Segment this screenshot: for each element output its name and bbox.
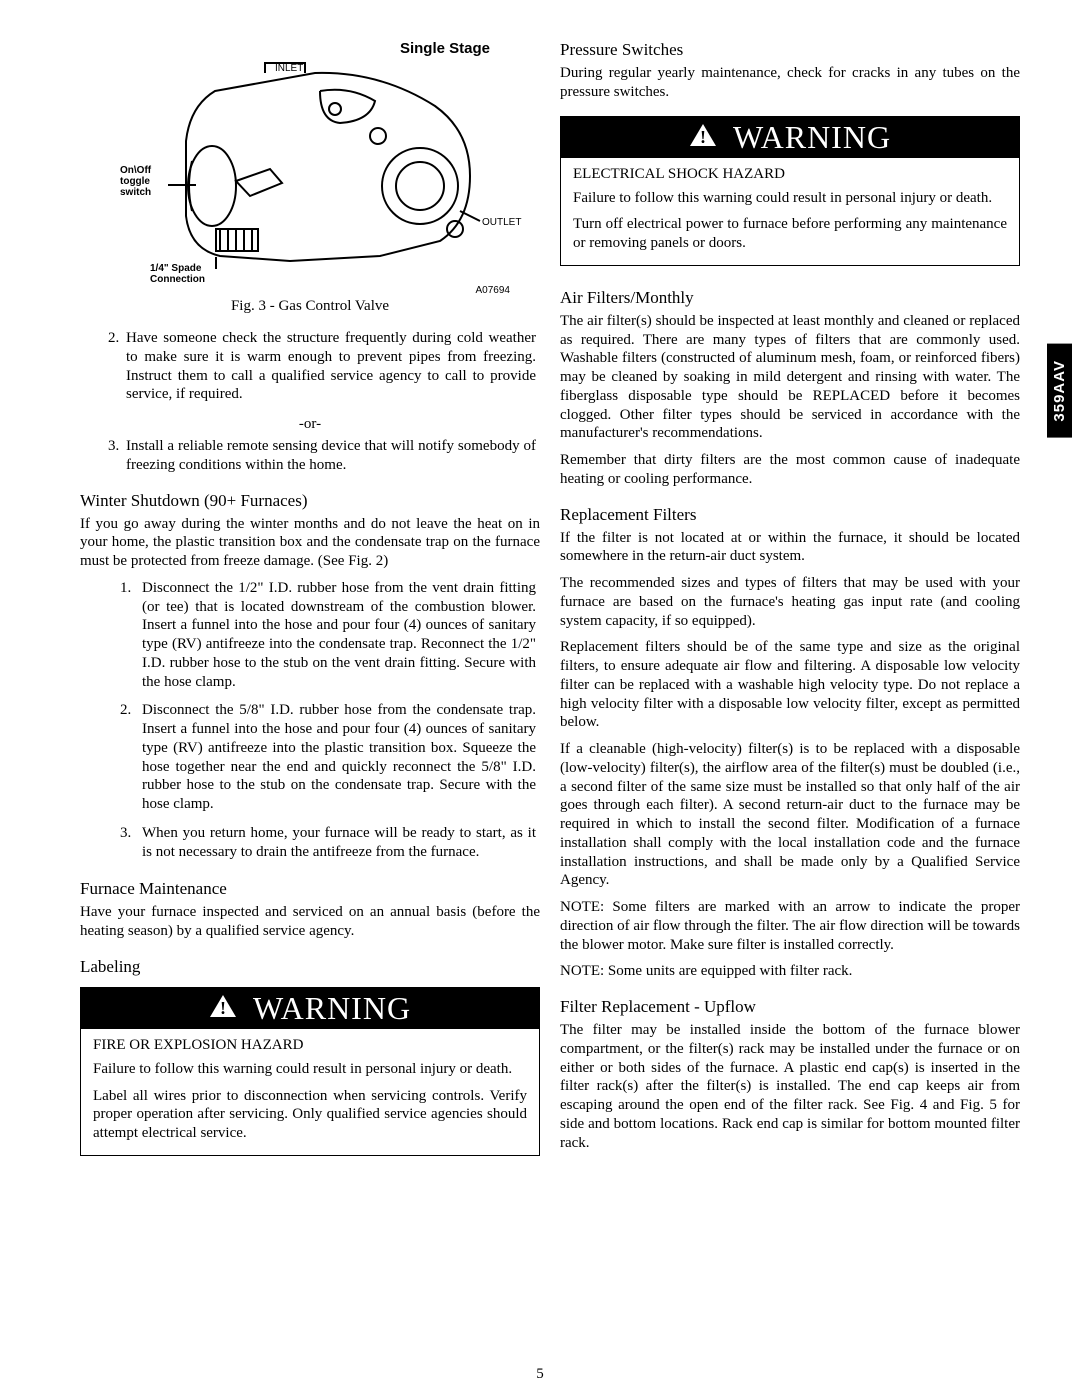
list-item-2: Have someone check the structure frequen… — [108, 329, 536, 404]
repl-para-6: NOTE: Some units are equipped with filte… — [560, 962, 1020, 981]
warning-header-2: ! WARNING — [561, 117, 1019, 158]
air-filters-para-1: The air filter(s) should be inspected at… — [560, 312, 1020, 443]
replacement-filters-heading: Replacement Filters — [560, 505, 1020, 525]
pressure-switches-para: During regular yearly maintenance, check… — [560, 64, 1020, 102]
furnace-maintenance-heading: Furnace Maintenance — [80, 879, 540, 899]
list-item-3: Install a reliable remote sensing device… — [108, 437, 536, 475]
svg-text:!: ! — [220, 998, 226, 1018]
repl-para-3: Replacement filters should be of the sam… — [560, 638, 1020, 732]
filter-upflow-heading: Filter Replacement - Upflow — [560, 997, 1020, 1017]
repl-para-2: The recommended sizes and types of filte… — [560, 574, 1020, 630]
warning-fire-explosion: ! WARNING FIRE OR EXPLOSION HAZARD Failu… — [80, 987, 540, 1156]
winter-shutdown-heading: Winter Shutdown (90+ Furnaces) — [80, 491, 540, 511]
warning-label-2: WARNING — [733, 119, 891, 156]
repl-para-4: If a cleanable (high-velocity) filter(s)… — [560, 740, 1020, 890]
labeling-heading: Labeling — [80, 957, 540, 977]
warning-para-1: Failure to follow this warning could res… — [93, 1060, 527, 1079]
figure-title: Single Stage — [80, 40, 540, 57]
warning-header: ! WARNING — [81, 988, 539, 1029]
winter-shutdown-list: Disconnect the 1/2" I.D. rubber hose fro… — [120, 579, 536, 872]
inlet-label: INLET — [275, 63, 303, 74]
hazard-title: FIRE OR EXPLOSION HAZARD — [93, 1037, 527, 1054]
page-number: 5 — [0, 1366, 1080, 1383]
ws-item-3: When you return home, your furnace will … — [120, 824, 536, 862]
air-filters-heading: Air Filters/Monthly — [560, 288, 1020, 308]
gas-valve-figure: INLET OUTLET On\Off toggle switch 1/4" S… — [110, 61, 530, 283]
warning-triangle-icon: ! — [209, 994, 237, 1023]
warning-electrical-shock: ! WARNING ELECTRICAL SHOCK HAZARD Failur… — [560, 116, 1020, 266]
left-column: Single Stage — [80, 40, 540, 1357]
warning-label: WARNING — [253, 990, 411, 1027]
warning2-para-2: Turn off electrical power to furnace bef… — [573, 215, 1007, 253]
repl-para-5: NOTE: Some filters are marked with an ar… — [560, 898, 1020, 954]
winter-shutdown-para: If you go away during the winter months … — [80, 515, 540, 571]
right-column: Pressure Switches During regular yearly … — [560, 40, 1020, 1357]
switch-label: On\Off toggle switch — [120, 165, 154, 198]
warning-para-2: Label all wires prior to disconnection w… — [93, 1087, 527, 1143]
figure-caption: Fig. 3 - Gas Control Valve — [80, 298, 540, 315]
ws-item-1: Disconnect the 1/2" I.D. rubber hose fro… — [120, 579, 536, 692]
warning-triangle-icon: ! — [689, 123, 717, 152]
hazard-title-2: ELECTRICAL SHOCK HAZARD — [573, 166, 1007, 183]
figure-code: A07694 — [80, 285, 540, 296]
repl-para-1: If the filter is not located at or withi… — [560, 529, 1020, 567]
warning2-para-1: Failure to follow this warning could res… — [573, 189, 1007, 208]
connection-label: 1/4" Spade Connection — [150, 263, 205, 283]
svg-text:!: ! — [700, 127, 706, 147]
ws-item-2: Disconnect the 5/8" I.D. rubber hose fro… — [120, 701, 536, 814]
air-filters-para-2: Remember that dirty filters are the most… — [560, 451, 1020, 489]
model-side-tab: 359AAV — [1047, 344, 1072, 438]
or-separator: -or- — [80, 416, 540, 433]
outlet-label: OUTLET — [482, 217, 521, 228]
furnace-maintenance-para: Have your furnace inspected and serviced… — [80, 903, 540, 941]
numbered-list-continued: Have someone check the structure frequen… — [108, 329, 536, 412]
filter-upflow-para: The filter may be installed inside the b… — [560, 1021, 1020, 1152]
numbered-list-continued2: Install a reliable remote sensing device… — [108, 437, 536, 483]
pressure-switches-heading: Pressure Switches — [560, 40, 1020, 60]
